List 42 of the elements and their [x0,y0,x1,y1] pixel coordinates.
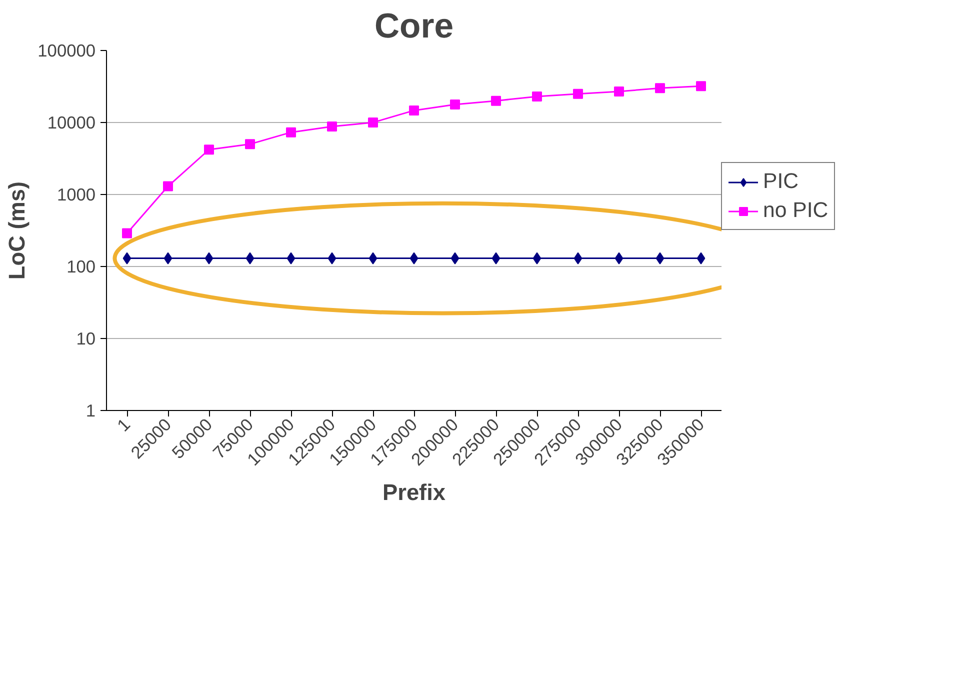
point [368,252,378,264]
y-tick-label: 100000 [38,40,96,60]
point [574,252,582,264]
point [164,252,172,264]
y-tick-label: 1000 [56,184,96,204]
x-axis-title: Prefix [382,478,446,505]
point [410,252,418,264]
point [450,252,460,264]
point [122,252,132,264]
point [655,83,665,94]
point [614,252,624,264]
chart-title: Core [374,8,454,46]
point [246,252,254,264]
point [204,144,214,155]
legend-label: no PIC [763,198,828,223]
point [656,252,664,264]
point [696,81,706,92]
point [492,252,500,264]
y-tick-label: 10 [76,328,96,348]
point [122,228,132,238]
y-tick-label: 1 [86,400,96,420]
point [532,252,542,264]
y-tick-label: 10000 [47,112,96,132]
point [696,252,706,264]
point [286,127,296,138]
point [491,96,501,106]
y-axis-title: LoC (ms) [4,181,30,280]
x-tick-label: 1 [113,414,134,436]
point [450,99,460,110]
legend-label: PIC [763,169,800,194]
point [204,252,214,264]
y-tick-label: 100 [66,256,96,276]
point [163,181,173,192]
point [328,252,336,264]
point [245,139,255,150]
point [532,91,542,102]
point [573,88,583,99]
point [614,86,624,96]
point [409,105,419,116]
point [327,121,337,132]
point [368,118,378,128]
point [286,252,296,264]
